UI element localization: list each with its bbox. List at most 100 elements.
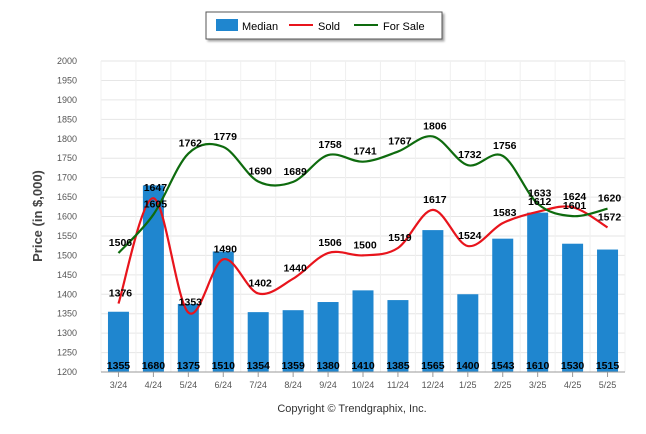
median-bar-4/25 [562, 243, 584, 372]
sold-label-4/25: 1624 [563, 191, 587, 203]
median-bar-7/24 [247, 312, 269, 372]
y-tick-label-1550: 1550 [57, 231, 77, 241]
for-sale-label-8/24: 1689 [283, 166, 307, 178]
x-tick-label-11/24: 11/24 [387, 380, 409, 390]
median-bar-5/25 [597, 249, 619, 372]
for-sale-label-4/25: 1601 [563, 200, 587, 212]
median-label-9/24: 1380 [316, 360, 340, 372]
median-label-10/24: 1410 [351, 360, 375, 372]
x-tick-label-10/24: 10/24 [352, 380, 375, 390]
x-tick-label-1/25: 1/25 [459, 380, 477, 390]
sold-label-3/24: 1376 [109, 288, 133, 300]
median-label-3/24: 1355 [107, 360, 131, 372]
y-tick-label-1400: 1400 [57, 289, 77, 299]
y-tick-label-1450: 1450 [57, 270, 77, 280]
median-label-2/25: 1543 [491, 360, 515, 372]
for-sale-label-7/24: 1690 [249, 166, 273, 178]
x-tick-label-4/25: 4/25 [564, 380, 582, 390]
median-bar-3/24 [107, 311, 129, 372]
median-bar-9/24 [317, 302, 339, 372]
median-bar-5/24 [177, 303, 199, 372]
y-axis-label: Price (in $,000) [30, 170, 45, 262]
for-sale-label-3/25: 1633 [528, 188, 552, 200]
median-label-12/24: 1565 [421, 360, 445, 372]
copyright-text: Copyright © Trendgraphix, Inc. [277, 403, 426, 415]
x-tick-label-8/24: 8/24 [284, 380, 302, 390]
x-tick-label-2/25: 2/25 [494, 380, 512, 390]
x-tick-label-3/24: 3/24 [110, 380, 128, 390]
median-label-4/25: 1530 [561, 360, 585, 372]
sold-label-10/24: 1500 [353, 239, 377, 251]
y-tick-label-1500: 1500 [57, 250, 77, 260]
sold-label-3/25: 1612 [528, 196, 552, 208]
sold-label-9/24: 1506 [318, 237, 342, 249]
for-sale-label-5/24: 1762 [179, 138, 203, 150]
y-axis-ticks: 1200 1250 1300 1350 1400 1450 1500 1550 1600 1650… [57, 56, 77, 377]
sold-label-7/24: 1402 [249, 277, 273, 289]
sold-line [117, 197, 609, 315]
legend: Median Sold For Sale [205, 11, 443, 40]
median-label-8/24: 1359 [281, 360, 305, 372]
sold-label-2/25: 1583 [493, 207, 517, 219]
y-tick-label-2000: 2000 [57, 56, 77, 66]
median-bar-4/24 [142, 185, 164, 372]
y-tick-label-1250: 1250 [57, 348, 77, 358]
median-label-4/24: 1680 [142, 360, 166, 372]
for-sale-label-3/24: 1506 [109, 237, 133, 249]
y-tick-label-1950: 1950 [57, 75, 77, 85]
median-label-5/25: 1515 [596, 360, 620, 372]
sold-label-5/25: 1572 [598, 211, 622, 223]
x-tick-label-5/25: 5/25 [599, 380, 617, 390]
median-bar-11/24 [387, 300, 409, 372]
legend-swatch-median [216, 19, 238, 31]
x-tick-label-6/24: 6/24 [215, 380, 233, 390]
median-bars [107, 185, 619, 372]
sold-label-12/24: 1617 [423, 194, 447, 206]
median-bar-10/24 [352, 290, 374, 372]
x-axis-ticks: 3/24 4/24 5/24 6/24 7/24 8/24 9/24 10/24 11/24 12… [101, 371, 625, 390]
median-label-1/25: 1400 [456, 360, 480, 372]
for-sale-label-6/24: 1779 [214, 131, 238, 143]
for-sale-label-12/24: 1806 [423, 120, 447, 132]
data-labels: 1355 1680 1375 1510 1354 1359 1380 1410 1385 1565… [107, 120, 622, 372]
for-sale-label-10/24: 1741 [353, 146, 377, 158]
median-label-3/25: 1610 [526, 360, 550, 372]
median-label-7/24: 1354 [247, 360, 271, 372]
median-label-5/24: 1375 [177, 360, 201, 372]
sold-label-5/24: 1353 [179, 297, 203, 309]
for-sale-label-2/25: 1756 [493, 140, 517, 152]
median-bar-6/24 [212, 251, 234, 372]
grid [100, 60, 626, 373]
x-tick-label-12/24: 12/24 [422, 380, 445, 390]
legend-label-median: Median [242, 21, 278, 33]
y-tick-label-1650: 1650 [57, 192, 77, 202]
y-tick-label-1800: 1800 [57, 134, 77, 144]
median-label-11/24: 1385 [386, 360, 410, 372]
y-tick-label-1900: 1900 [57, 95, 77, 105]
y-tick-label-1600: 1600 [57, 212, 77, 222]
for-sale-label-9/24: 1758 [318, 139, 342, 151]
y-tick-label-1300: 1300 [57, 328, 77, 338]
for-sale-label-11/24: 1767 [388, 136, 412, 148]
legend-label-sold: Sold [318, 21, 340, 33]
y-tick-label-1700: 1700 [57, 173, 77, 183]
y-tick-label-1850: 1850 [57, 114, 77, 124]
for-sale-label-5/25: 1620 [598, 193, 622, 205]
for-sale-label-4/24: 1605 [144, 199, 168, 211]
y-tick-label-1200: 1200 [57, 367, 77, 377]
median-bar-1/25 [457, 294, 479, 372]
median-bar-12/24 [422, 230, 444, 372]
legend-label-for-sale: For Sale [383, 21, 425, 33]
x-tick-label-5/24: 5/24 [180, 380, 198, 390]
sold-label-11/24: 1519 [388, 232, 412, 244]
x-tick-label-3/25: 3/25 [529, 380, 547, 390]
x-tick-label-4/24: 4/24 [145, 380, 163, 390]
y-tick-label-1750: 1750 [57, 153, 77, 163]
sold-label-6/24: 1490 [214, 243, 238, 255]
for-sale-line [117, 135, 608, 254]
legend-box [205, 11, 443, 40]
for-sale-label-1/25: 1732 [458, 149, 482, 161]
y-tick-label-1350: 1350 [57, 309, 77, 319]
x-tick-label-7/24: 7/24 [249, 380, 267, 390]
